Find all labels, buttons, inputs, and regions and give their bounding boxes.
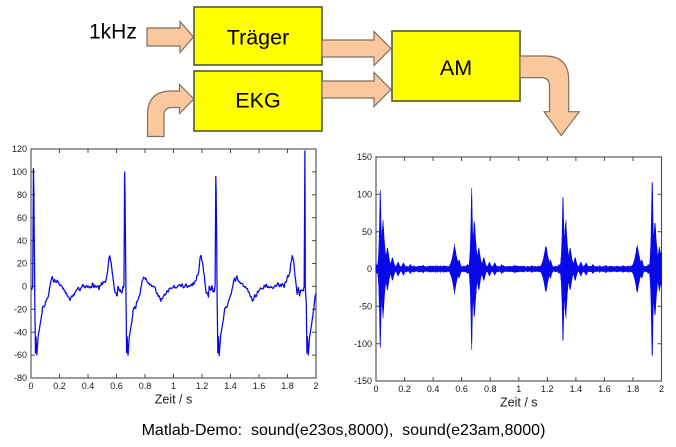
svg-text:1.2: 1.2 — [196, 381, 209, 391]
svg-text:Zeit / s: Zeit / s — [155, 393, 193, 407]
svg-text:1kHz: 1kHz — [89, 21, 137, 44]
svg-text:-150: -150 — [354, 376, 372, 386]
svg-text:2: 2 — [659, 384, 664, 394]
svg-text:100: 100 — [12, 167, 27, 177]
svg-text:Matlab-Demo: sound(e23os,8000: Matlab-Demo: sound(e23os,8000), sound(e2… — [142, 422, 546, 439]
svg-text:120: 120 — [12, 144, 27, 154]
svg-text:-100: -100 — [354, 339, 372, 349]
svg-text:1: 1 — [171, 381, 176, 391]
svg-text:0.6: 0.6 — [110, 381, 123, 391]
svg-text:AM: AM — [440, 56, 472, 80]
svg-text:0: 0 — [22, 282, 27, 292]
svg-text:0.8: 0.8 — [484, 384, 497, 394]
svg-text:2: 2 — [313, 381, 318, 391]
svg-text:-50: -50 — [359, 302, 372, 312]
svg-text:-20: -20 — [14, 304, 27, 314]
svg-text:0.4: 0.4 — [82, 381, 95, 391]
svg-text:1.2: 1.2 — [541, 384, 554, 394]
svg-text:Zeit / s: Zeit / s — [500, 396, 538, 410]
svg-text:-40: -40 — [14, 327, 27, 337]
svg-text:1.4: 1.4 — [224, 381, 237, 391]
svg-text:0: 0 — [28, 381, 33, 391]
svg-text:-60: -60 — [14, 350, 27, 360]
svg-text:1.4: 1.4 — [570, 384, 583, 394]
svg-text:0.8: 0.8 — [139, 381, 152, 391]
svg-text:0.2: 0.2 — [398, 384, 411, 394]
svg-text:1.8: 1.8 — [627, 384, 640, 394]
svg-text:1.6: 1.6 — [253, 381, 266, 391]
svg-text:80: 80 — [17, 190, 27, 200]
svg-text:Träger: Träger — [227, 26, 290, 50]
svg-text:0: 0 — [367, 264, 372, 274]
svg-text:0.2: 0.2 — [53, 381, 66, 391]
svg-text:0.4: 0.4 — [427, 384, 440, 394]
svg-text:0: 0 — [373, 384, 378, 394]
svg-text:20: 20 — [17, 259, 27, 269]
svg-text:-80: -80 — [14, 373, 27, 383]
svg-text:1.6: 1.6 — [598, 384, 611, 394]
svg-text:50: 50 — [362, 227, 372, 237]
svg-text:40: 40 — [17, 236, 27, 246]
svg-text:1.8: 1.8 — [281, 381, 294, 391]
svg-text:60: 60 — [17, 213, 27, 223]
svg-text:0.6: 0.6 — [455, 384, 468, 394]
svg-text:150: 150 — [357, 152, 372, 162]
svg-text:1: 1 — [516, 384, 521, 394]
svg-text:EKG: EKG — [235, 89, 280, 113]
svg-text:100: 100 — [357, 190, 372, 200]
